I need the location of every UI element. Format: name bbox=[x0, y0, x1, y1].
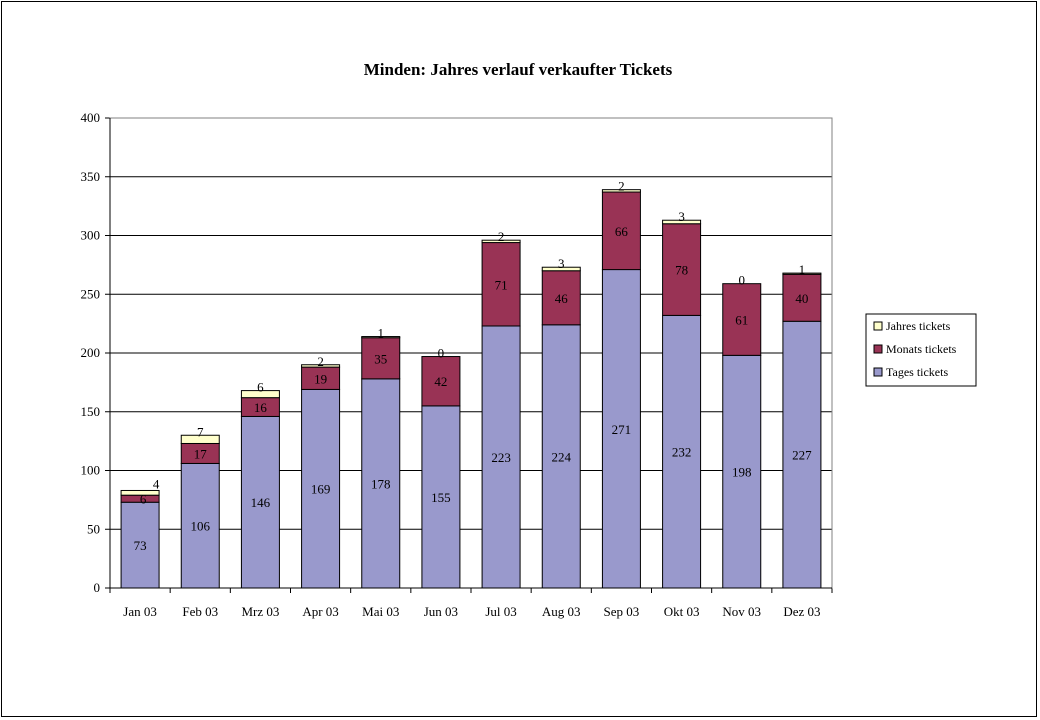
data-label: 178 bbox=[371, 476, 391, 491]
data-label: 6 bbox=[140, 492, 147, 507]
bar-segment bbox=[120, 489, 160, 496]
data-label: 155 bbox=[431, 490, 451, 505]
bar-segment bbox=[782, 273, 822, 322]
bar-segment bbox=[722, 283, 762, 356]
x-tick-label: Okt 03 bbox=[664, 604, 700, 619]
bar-segment bbox=[481, 239, 521, 244]
y-tick-label: 250 bbox=[81, 286, 101, 301]
legend-box bbox=[865, 313, 977, 387]
data-label: 232 bbox=[672, 445, 692, 460]
data-label: 61 bbox=[735, 313, 748, 328]
bar-segment bbox=[481, 242, 521, 327]
bar-segment bbox=[180, 434, 220, 444]
legend-swatch bbox=[873, 367, 883, 377]
data-label: 1 bbox=[799, 262, 806, 277]
data-label: 3 bbox=[558, 256, 565, 271]
legend-label: Jahres tickets bbox=[886, 319, 951, 333]
bar-segment bbox=[120, 501, 160, 589]
bar-segment bbox=[782, 272, 822, 275]
data-label: 2 bbox=[618, 179, 625, 194]
data-label: 2 bbox=[498, 229, 505, 244]
data-label: 46 bbox=[555, 291, 569, 306]
x-tick-label: Jun 03 bbox=[424, 604, 458, 619]
x-tick-label: Dez 03 bbox=[783, 604, 820, 619]
bar-segment bbox=[301, 364, 341, 368]
x-tick-label: Apr 03 bbox=[302, 604, 338, 619]
data-label: 227 bbox=[792, 448, 812, 463]
x-tick-label: Mai 03 bbox=[362, 604, 399, 619]
bar-segment bbox=[240, 415, 280, 589]
data-label: 71 bbox=[495, 277, 508, 292]
x-tick-label: Nov 03 bbox=[722, 604, 761, 619]
y-tick-label: 200 bbox=[81, 345, 101, 360]
data-label: 106 bbox=[191, 519, 211, 534]
y-tick-label: 400 bbox=[81, 110, 101, 125]
legend-swatch bbox=[873, 344, 883, 354]
data-label: 6 bbox=[257, 380, 264, 395]
data-label: 73 bbox=[134, 538, 147, 553]
bar-segment bbox=[240, 390, 280, 399]
bar-segment bbox=[421, 356, 461, 407]
bar-segment bbox=[662, 223, 702, 316]
bar-segment bbox=[361, 336, 401, 339]
data-label: 1 bbox=[378, 326, 385, 341]
legend-swatch bbox=[873, 321, 883, 331]
data-label: 35 bbox=[374, 351, 387, 366]
bar-segment bbox=[541, 266, 581, 272]
data-label: 16 bbox=[254, 400, 268, 415]
bar-segment bbox=[481, 325, 521, 589]
y-tick-label: 350 bbox=[81, 169, 101, 184]
legend: Jahres tickets Monats tickets Tages ticket… bbox=[865, 313, 977, 387]
data-label: 4 bbox=[153, 476, 160, 491]
data-label: 78 bbox=[675, 263, 688, 278]
y-tick-label: 300 bbox=[81, 228, 101, 243]
y-tick-label: 150 bbox=[81, 404, 101, 419]
data-label: 224 bbox=[552, 449, 572, 464]
data-label: 19 bbox=[314, 371, 327, 386]
bar-segment bbox=[541, 270, 581, 326]
data-label: 17 bbox=[194, 446, 208, 461]
data-label: 169 bbox=[311, 482, 331, 497]
data-label: 40 bbox=[795, 291, 808, 306]
data-label: 0 bbox=[739, 273, 746, 288]
bar-segment bbox=[601, 189, 641, 193]
data-label: 271 bbox=[612, 422, 632, 437]
data-label: 146 bbox=[251, 495, 271, 510]
bar-segment bbox=[541, 324, 581, 589]
data-label: 7 bbox=[197, 424, 204, 439]
bar-segment bbox=[361, 337, 401, 380]
x-tick-label: Feb 03 bbox=[182, 604, 218, 619]
x-tick-label: Aug 03 bbox=[542, 604, 581, 619]
data-label: 2 bbox=[317, 354, 324, 369]
x-tick-label: Jul 03 bbox=[485, 604, 516, 619]
x-tick-label: Mrz 03 bbox=[241, 604, 279, 619]
y-tick-label: 0 bbox=[94, 580, 101, 595]
data-label: 0 bbox=[438, 346, 445, 361]
bar-segment bbox=[180, 462, 220, 589]
data-label: 66 bbox=[615, 224, 629, 239]
y-tick-label: 100 bbox=[81, 463, 101, 478]
y-tick-label: 50 bbox=[87, 521, 100, 536]
data-label: 223 bbox=[491, 450, 511, 465]
bar-segment bbox=[301, 388, 341, 589]
bar-segment bbox=[421, 405, 461, 589]
x-tick-label: Jan 03 bbox=[123, 604, 157, 619]
bar-segment bbox=[601, 191, 641, 271]
bar-segment bbox=[662, 219, 702, 225]
legend-label: Tages tickets bbox=[886, 365, 948, 379]
bar-segment bbox=[361, 378, 401, 589]
legend-label: Monats tickets bbox=[886, 342, 957, 356]
data-label: 3 bbox=[678, 209, 685, 224]
chart-title: Minden: Jahres verlauf verkaufter Ticket… bbox=[364, 60, 673, 79]
data-label: 42 bbox=[434, 374, 447, 389]
x-tick-label: Sep 03 bbox=[604, 604, 640, 619]
data-label: 198 bbox=[732, 465, 752, 480]
